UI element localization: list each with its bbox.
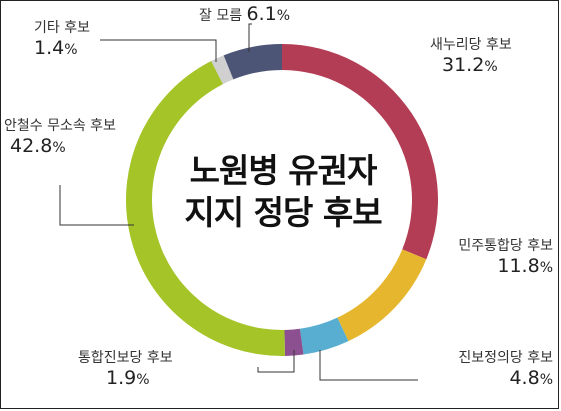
slice-value: 1.9% [106,367,150,389]
chart-title-line-1: 노원병 유권자 [189,151,378,190]
donut-slice [211,55,234,85]
slice-name: 진보정의당 후보 [458,350,553,366]
leader-line [319,350,418,381]
slice-value: 42.8% [10,135,66,157]
leader-line [248,23,252,52]
slice-label-minju: 민주통합당 후보 11.8% [425,238,553,279]
slice-value: 1.4% [34,37,78,59]
donut-slice [284,328,304,356]
slice-name: 잘 모름 [199,8,243,24]
donut-slice [282,44,438,260]
donut-slice [125,61,285,356]
donut-slice [337,249,427,342]
slice-label-others: 기타 후보 1.4% [34,20,90,61]
donut-slice [223,44,282,80]
slice-label-ahncheolsoo: 안철수 무소속 후보 42.8% [4,118,116,159]
slice-name: 기타 후보 [34,20,90,36]
slice-label-saenuri: 새누리당 후보 31.2% [430,37,512,78]
slice-name: 통합진보당 후보 [78,350,173,366]
leader-line [257,350,295,373]
slice-label-tonghapjinbo: 통합진보당 후보 1.9% [78,350,173,391]
donut-slice [299,317,349,355]
slice-value: 6.1% [246,3,291,25]
slice-value: 11.8% [497,255,553,277]
slice-value: 4.8% [509,367,553,389]
slice-label-jinbojeongui: 진보정의당 후보 4.8% [420,350,553,391]
slice-name: 민주통합당 후보 [458,238,553,254]
slice-label-unknown: 잘 모름 6.1% [199,3,290,27]
leader-line [100,39,217,62]
slice-name: 안철수 무소속 후보 [4,118,116,134]
slice-name: 새누리당 후보 [430,37,512,53]
leader-line [59,185,134,226]
chart-title: 노원병 유권자 지지 정당 후보 [168,150,398,234]
slice-value: 31.2% [442,54,498,76]
chart-title-line-2: 지지 정당 후보 [184,193,382,232]
